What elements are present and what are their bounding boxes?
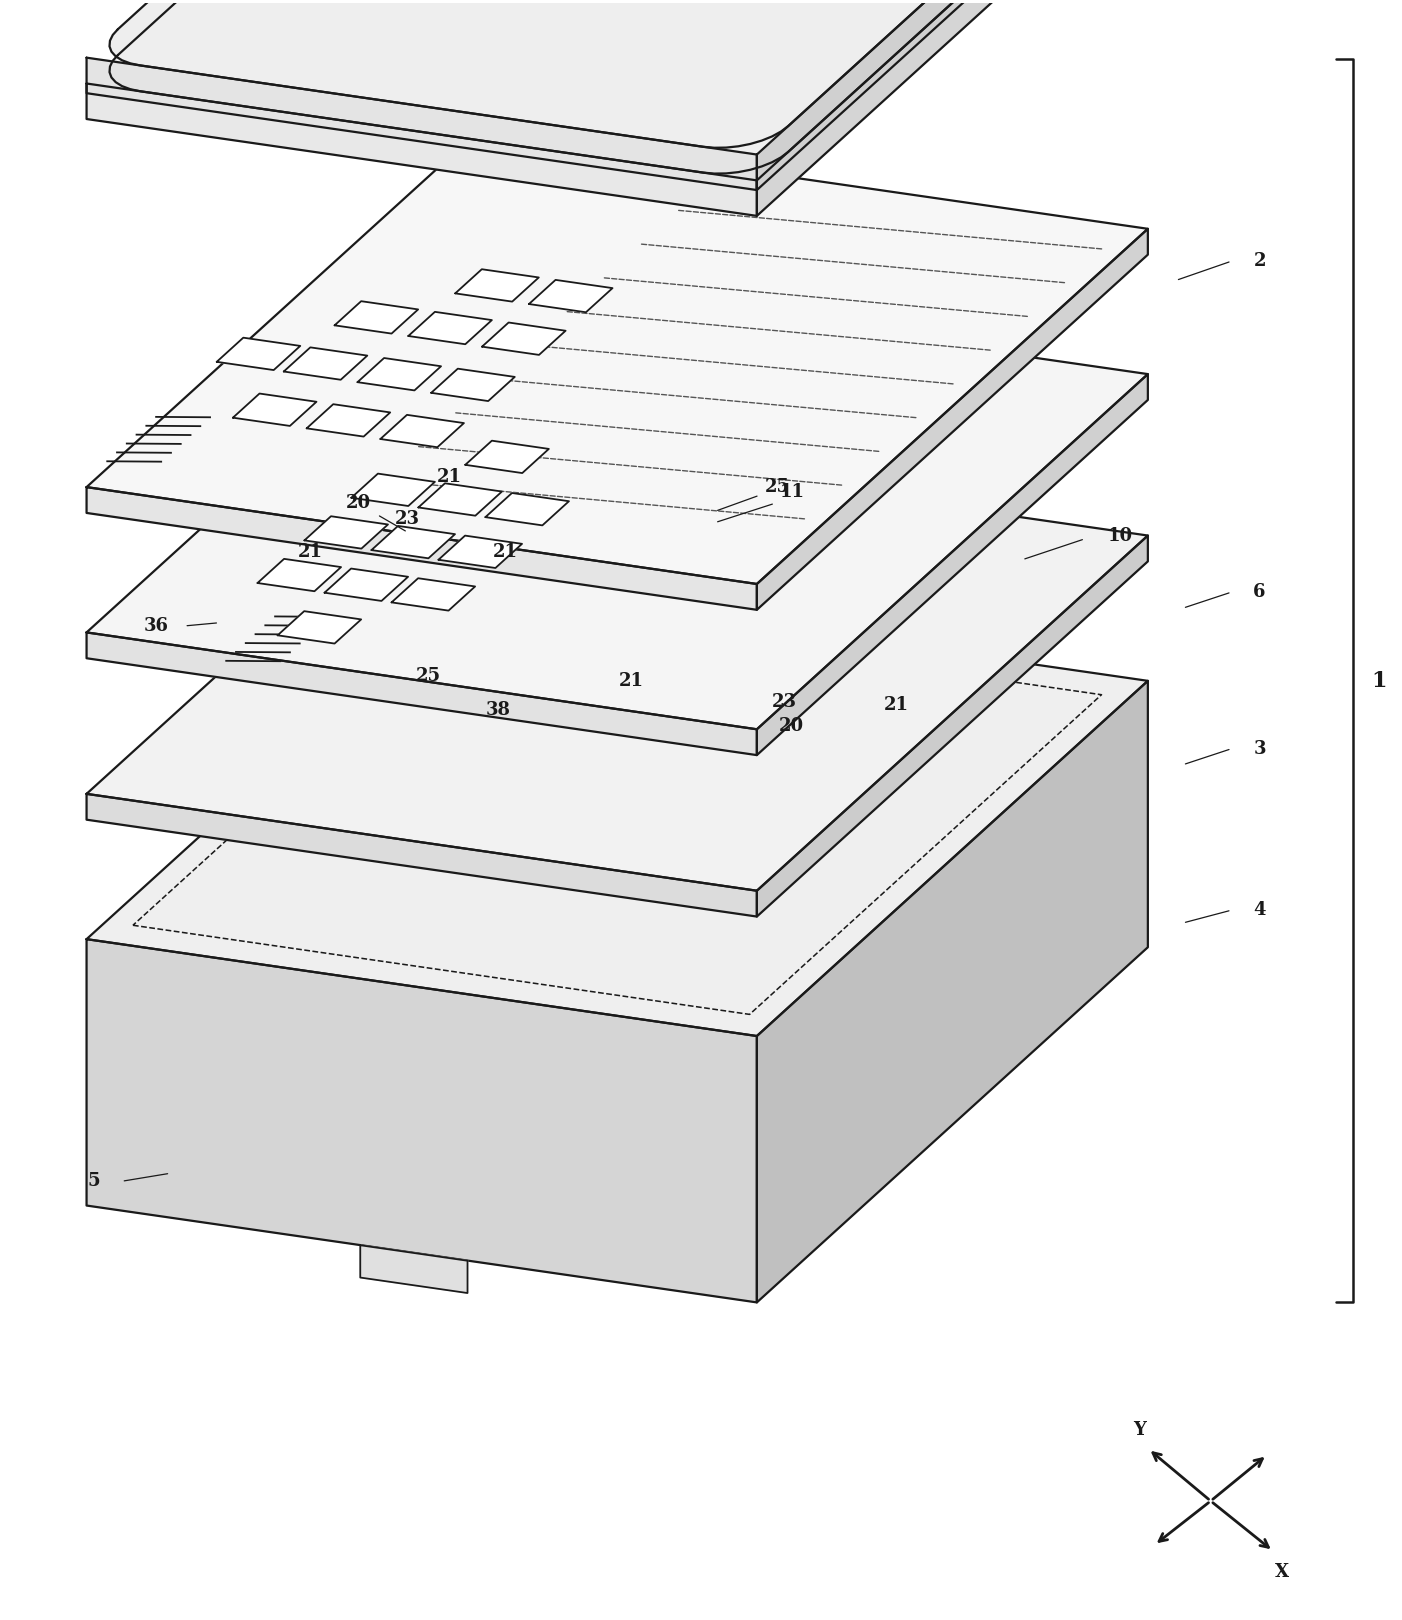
Polygon shape — [757, 536, 1148, 917]
Polygon shape — [358, 358, 442, 390]
Text: 25: 25 — [765, 478, 791, 496]
Polygon shape — [258, 559, 341, 591]
Text: 23: 23 — [773, 693, 798, 711]
Text: 2: 2 — [1253, 253, 1266, 271]
Polygon shape — [217, 337, 300, 369]
Polygon shape — [757, 228, 1148, 609]
Polygon shape — [529, 280, 613, 313]
Text: 25: 25 — [416, 667, 442, 685]
Polygon shape — [465, 441, 548, 473]
Polygon shape — [109, 0, 1124, 173]
Polygon shape — [87, 940, 757, 1302]
Polygon shape — [87, 488, 757, 609]
Polygon shape — [372, 526, 456, 559]
Polygon shape — [757, 0, 1148, 190]
Polygon shape — [757, 0, 1148, 215]
Polygon shape — [87, 794, 757, 917]
Polygon shape — [233, 394, 317, 426]
Text: 21: 21 — [885, 697, 908, 714]
Text: Y: Y — [1133, 1421, 1147, 1439]
Text: 3: 3 — [1253, 740, 1266, 758]
Polygon shape — [380, 415, 464, 447]
Polygon shape — [456, 269, 538, 301]
Polygon shape — [87, 58, 757, 190]
Polygon shape — [109, 0, 1124, 147]
Text: 21: 21 — [297, 543, 322, 561]
Polygon shape — [87, 277, 1148, 729]
Text: 23: 23 — [395, 510, 421, 528]
Text: 21: 21 — [494, 543, 517, 561]
Text: 20: 20 — [346, 494, 372, 512]
Text: 36: 36 — [144, 617, 168, 635]
Text: 5: 5 — [87, 1173, 100, 1191]
Polygon shape — [278, 611, 362, 643]
Text: 11: 11 — [780, 483, 805, 501]
Polygon shape — [757, 680, 1148, 1302]
Polygon shape — [87, 131, 1148, 583]
Polygon shape — [352, 473, 435, 505]
Polygon shape — [408, 311, 492, 343]
Polygon shape — [304, 517, 388, 549]
Text: 1: 1 — [1371, 669, 1387, 692]
Polygon shape — [335, 301, 418, 334]
Text: 21: 21 — [437, 468, 463, 486]
Text: 20: 20 — [780, 718, 805, 735]
Polygon shape — [757, 374, 1148, 755]
Polygon shape — [360, 1246, 467, 1293]
Text: 10: 10 — [1108, 526, 1133, 544]
Text: 4: 4 — [1253, 901, 1266, 919]
Text: 6: 6 — [1253, 583, 1266, 601]
Text: X: X — [1274, 1563, 1288, 1581]
Polygon shape — [87, 632, 757, 755]
Polygon shape — [432, 369, 515, 402]
Polygon shape — [87, 84, 757, 215]
Polygon shape — [283, 347, 367, 379]
Polygon shape — [87, 439, 1148, 891]
Polygon shape — [391, 578, 475, 611]
Text: 21: 21 — [618, 672, 644, 690]
Polygon shape — [307, 405, 390, 436]
Polygon shape — [87, 583, 1148, 1037]
Polygon shape — [482, 322, 565, 355]
Polygon shape — [324, 569, 408, 601]
Polygon shape — [439, 536, 522, 569]
Text: 38: 38 — [486, 701, 510, 719]
Polygon shape — [485, 492, 569, 525]
Polygon shape — [418, 483, 502, 515]
